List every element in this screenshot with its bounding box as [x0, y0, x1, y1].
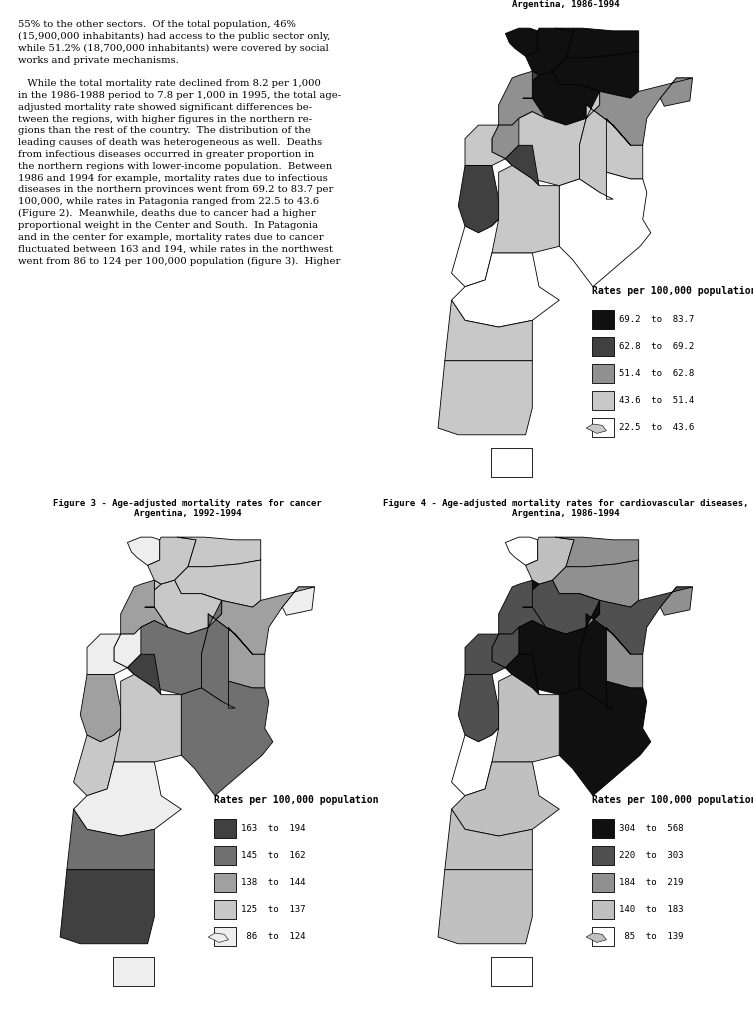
Bar — [215, 873, 236, 892]
Bar — [593, 847, 614, 865]
Bar — [593, 338, 614, 356]
Bar — [593, 900, 614, 919]
Bar — [593, 819, 614, 839]
Text: 163  to  194: 163 to 194 — [242, 824, 306, 834]
Text: Rates per 100,000 population: Rates per 100,000 population — [593, 795, 753, 805]
Bar — [593, 391, 614, 410]
Text: 220  to  303: 220 to 303 — [620, 851, 684, 860]
Title: Figure 2 - Age-adjusted mortality rates for infectious diseases,
Argentina, 1986: Figure 2 - Age-adjusted mortality rates … — [394, 0, 737, 9]
Text: 43.6  to  51.4: 43.6 to 51.4 — [620, 396, 694, 406]
Bar — [593, 364, 614, 383]
Bar — [593, 418, 614, 437]
Bar — [215, 819, 236, 839]
Text: 62.8  to  69.2: 62.8 to 69.2 — [620, 343, 694, 351]
Bar — [215, 900, 236, 919]
Bar — [215, 927, 236, 946]
Bar — [593, 873, 614, 892]
Text: 125  to  137: 125 to 137 — [242, 906, 306, 914]
Text: 51.4  to  62.8: 51.4 to 62.8 — [620, 369, 694, 378]
Text: 69.2  to  83.7: 69.2 to 83.7 — [620, 315, 694, 324]
Text: 55% to the other sectors.  Of the total population, 46%
(15,900,000 inhabitants): 55% to the other sectors. Of the total p… — [18, 20, 341, 266]
Text: 304  to  568: 304 to 568 — [620, 824, 684, 834]
Text: 145  to  162: 145 to 162 — [242, 851, 306, 860]
Title: Figure 3 - Age-adjusted mortality rates for cancer
Argentina, 1992-1994: Figure 3 - Age-adjusted mortality rates … — [53, 499, 322, 518]
Bar — [593, 927, 614, 946]
Text: 138  to  144: 138 to 144 — [242, 878, 306, 887]
Text: 85  to  139: 85 to 139 — [620, 932, 684, 941]
Text: 22.5  to  43.6: 22.5 to 43.6 — [620, 423, 694, 432]
Title: Figure 4 - Age-adjusted mortality rates for cardiovascular diseases,
Argentina, : Figure 4 - Age-adjusted mortality rates … — [383, 499, 748, 518]
Text: Rates per 100,000 population: Rates per 100,000 population — [215, 795, 379, 805]
Text: 184  to  219: 184 to 219 — [620, 878, 684, 887]
Bar — [215, 847, 236, 865]
Text: Rates per 100,000 population: Rates per 100,000 population — [593, 286, 753, 296]
Bar — [593, 310, 614, 330]
Text: 86  to  124: 86 to 124 — [242, 932, 306, 941]
Text: 140  to  183: 140 to 183 — [620, 906, 684, 914]
